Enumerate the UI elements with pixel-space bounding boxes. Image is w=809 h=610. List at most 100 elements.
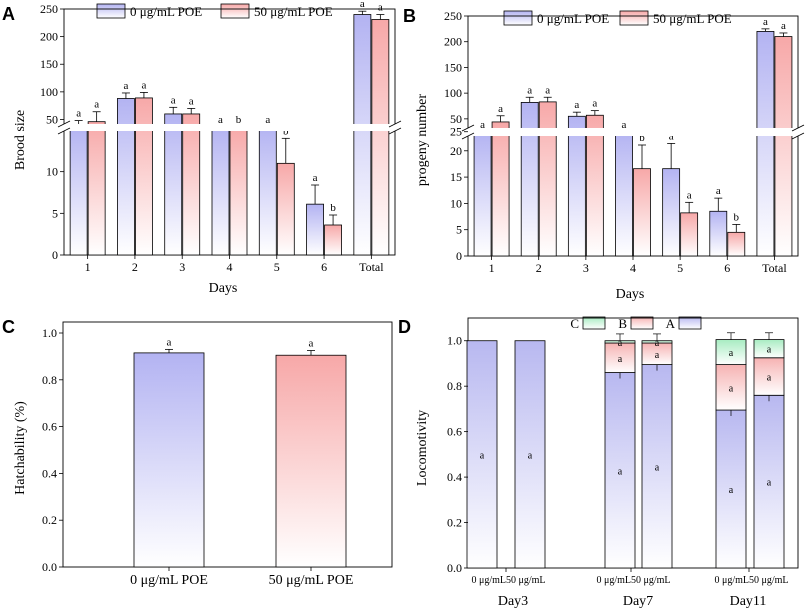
panel-a-legend-1: 50 μg/mL POE: [254, 4, 333, 19]
panel-d-segment-a: [715, 409, 747, 569]
panel-letter-a: A: [2, 4, 15, 24]
panel-a-sig-label: a: [360, 0, 365, 10]
panel-b-sig-label: a: [763, 16, 768, 28]
panel-b-sig-label: a: [669, 130, 674, 142]
panel-a-bar: [324, 224, 342, 256]
panel-a-break-mark: [388, 120, 402, 128]
panel-a-bar: [258, 126, 277, 256]
panel-b-sig-label: a: [498, 103, 503, 115]
panel-b-ytick-label: 50: [450, 112, 462, 126]
panel-a-bar: [276, 162, 295, 256]
panel-d-ytick-label: 1.0: [447, 334, 462, 348]
panel-b-legend: 0 μg/mL POE 50 μg/mL POE: [503, 10, 732, 26]
panel-d-ytick-label: 0.0: [447, 561, 462, 575]
panel-b-legend-0: 0 μg/mL POE: [537, 11, 609, 26]
panel-b-sig-label: b: [734, 211, 740, 223]
panel-a-break-mark: [57, 127, 71, 135]
panel-d-bar-label-day7-1: 50 μg/mL: [631, 575, 671, 586]
panel-d-sig-label: a: [655, 350, 660, 361]
panel-a-sig-label: a: [189, 95, 194, 107]
legend-swatch-c: [582, 316, 606, 330]
panel-a-bar: [164, 113, 183, 256]
panel-a-break-mark: [57, 120, 71, 128]
panel-b-sig-label: a: [527, 84, 532, 96]
panel-d-legend-c: C: [570, 316, 579, 331]
panel-b-ytick-label: 200: [444, 35, 462, 49]
panel-d-ytick-label: 0.2: [447, 516, 462, 530]
panel-b-ytick-label: 150: [444, 60, 462, 74]
panel-b-xtick-label: Total: [762, 261, 787, 275]
panel-c-ytick-label: 0.2: [42, 513, 57, 527]
panel-b-sig-label: a: [687, 189, 692, 201]
panel-d-segment-a: [514, 340, 546, 569]
panel-a-bar: [87, 121, 106, 256]
panel-b-bar: [520, 102, 539, 257]
panel-b-xlabel: Days: [616, 287, 645, 302]
panel-b-sig-label: a: [716, 185, 721, 197]
panel-b-sig-label: a: [574, 99, 579, 111]
panel-b-bar: [774, 36, 793, 257]
panel-b-xtick-label: 2: [536, 261, 542, 275]
panel-a-frame: [63, 8, 396, 256]
panel-a-sig-label: a: [313, 172, 318, 184]
panel-b-bar: [585, 114, 604, 257]
panel-a-bar: [117, 98, 135, 256]
panel-b-sig-label: a: [622, 119, 627, 131]
panel-a-sig-label: b: [283, 125, 289, 137]
panel-a-xlabel: Days: [209, 281, 238, 296]
panel-d-sig-label: a: [655, 338, 660, 349]
panel-a-ylabel: Brood size: [13, 110, 28, 170]
panel-a-ytick-label: 50: [46, 112, 58, 126]
panel-b-ytick-label: 250: [444, 9, 462, 23]
panel-a-ytick-label: 200: [40, 30, 58, 44]
panel-b-xtick-label: 1: [489, 261, 495, 275]
panel-d-legend-b: B: [618, 316, 627, 331]
legend-swatch-a: [678, 316, 702, 330]
panel-b-ytick-label: 5: [456, 223, 462, 237]
panel-b-sig-label: b: [639, 132, 645, 144]
panel-c-frame: [62, 321, 393, 568]
panel-d-sig-label: a: [729, 348, 734, 359]
panel-b-bar: [633, 168, 651, 257]
panel-b-sig-label: a: [781, 20, 786, 32]
panel-d-sig-label: a: [655, 462, 660, 473]
panel-c-cat-0: 0 μg/mL POE: [130, 573, 208, 588]
panel-c-ytick-label: 0.0: [42, 560, 57, 574]
panel-d-sig-label: a: [618, 354, 623, 365]
panel-b-ytick-label: 10: [450, 196, 462, 210]
panel-c-sig-label: a: [167, 336, 172, 348]
panel-d-ylabel: Locomotivity: [415, 410, 430, 486]
panel-a-bar: [353, 14, 372, 256]
panel-a-bar: [69, 126, 88, 256]
panel-d-bar-label-day3-1: 50 μg/mL: [506, 575, 546, 586]
panel-b-ytick-label: 100: [444, 86, 462, 100]
panel-b-break-mark: [791, 132, 805, 140]
panel-d-sig-label: a: [528, 450, 533, 461]
panel-b-ylabel: progeny number: [415, 94, 430, 186]
panel-c-sig-label: a: [309, 338, 314, 350]
panel-d-segment-b: [715, 364, 747, 411]
panel-d-group-day11: Day11: [730, 594, 767, 609]
panel-b-break-mark: [461, 124, 475, 132]
panel-a-sig-label: a: [378, 2, 383, 14]
panel-a-ytick-label: 250: [40, 2, 58, 16]
panel-c-bar: [275, 354, 347, 568]
panel-b-bar: [662, 168, 681, 257]
panel-b-bar: [680, 212, 699, 257]
panel-d-sig-label: a: [618, 466, 623, 477]
panel-b-bar: [727, 231, 746, 257]
panel-a-sig-label: a: [141, 79, 146, 91]
panel-d-segment-c: [715, 339, 747, 365]
panel-a-ytick-label: 100: [40, 85, 58, 99]
legend-swatch-0: [503, 10, 533, 26]
panel-a-sig-label: a: [76, 108, 81, 120]
panel-a-xtick-label: 1: [85, 260, 91, 274]
panel-a-plot: a a 1 a a 2 a a 3 a b 4 a b 5 a b 6 a a Total 0 5 10 50 100 150 200…: [40, 0, 402, 274]
panel-d-segment-b: [753, 357, 785, 396]
panel-a-legend: 0 μg/mL POE 50 μg/mL POE: [96, 3, 333, 19]
panel-b-bar: [567, 115, 586, 257]
panel-a-axis-break: [58, 124, 401, 131]
panel-b-ytick-label: 0: [456, 249, 462, 263]
panel-c-cat-1: 50 μg/mL POE: [269, 573, 354, 588]
